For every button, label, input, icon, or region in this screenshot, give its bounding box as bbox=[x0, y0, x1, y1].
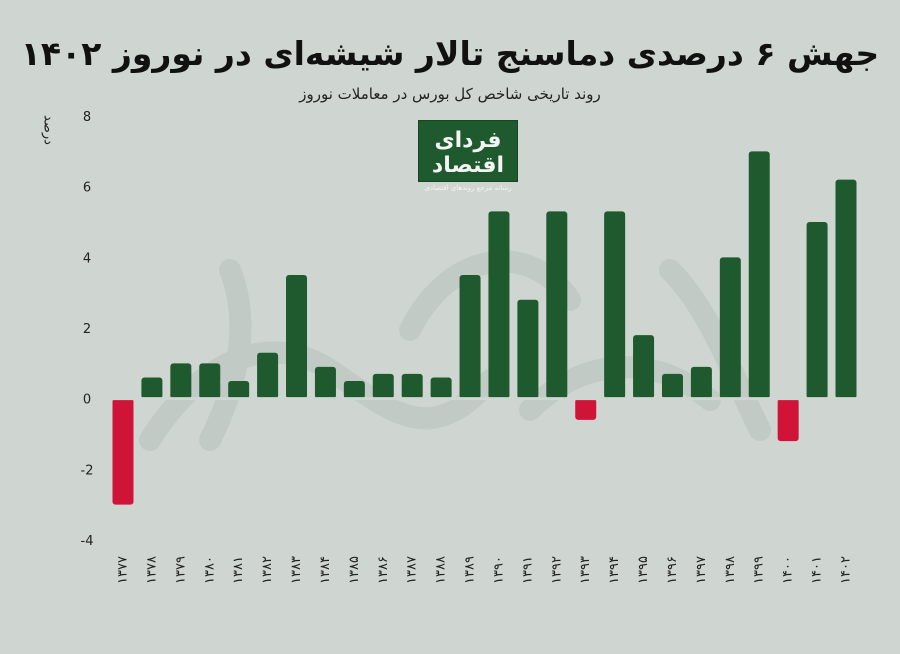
bar-17 bbox=[575, 398, 597, 420]
x-category-label: ۱۳۸۳ bbox=[289, 556, 304, 584]
x-category-label: ۱۴۰۱ bbox=[810, 556, 825, 584]
bar-5 bbox=[228, 381, 250, 399]
x-category-label: ۱۴۰۰ bbox=[781, 556, 796, 584]
bar-13 bbox=[459, 275, 481, 399]
x-category-label: ۱۳۹۹ bbox=[752, 556, 767, 584]
x-category-label: ۱۳۸۴ bbox=[318, 556, 333, 584]
bar-1 bbox=[112, 398, 134, 505]
bar-26 bbox=[835, 179, 857, 399]
x-category-label: ۱۴۰۲ bbox=[839, 556, 854, 584]
bar-18 bbox=[604, 211, 626, 399]
brand-logo: فردای اقتصاد رسانه مرجع روندهای اقتصادی bbox=[418, 120, 518, 192]
x-category-label: ۱۳۹۱ bbox=[520, 556, 535, 584]
y-tick-label: 4 bbox=[83, 251, 91, 266]
y-tick-label: -2 bbox=[81, 463, 94, 478]
bar-19 bbox=[633, 335, 655, 399]
bar-4 bbox=[199, 363, 221, 399]
bar-25 bbox=[806, 222, 828, 399]
x-category-label: ۱۳۸۶ bbox=[376, 556, 391, 584]
x-category-label: ۱۳۸۷ bbox=[405, 556, 420, 584]
bar-9 bbox=[343, 381, 365, 399]
x-category-label: ۱۳۹۲ bbox=[549, 556, 564, 584]
y-tick-label: 8 bbox=[83, 110, 91, 125]
bar-6 bbox=[257, 352, 279, 399]
bar-20 bbox=[661, 373, 683, 399]
logo-sub-text: رسانه مرجع روندهای اقتصادی bbox=[424, 184, 512, 192]
y-tick-label: 2 bbox=[83, 322, 91, 337]
bar-14 bbox=[488, 211, 510, 399]
bar-10 bbox=[372, 373, 394, 399]
x-category-label: ۱۳۹۵ bbox=[636, 556, 651, 584]
x-category-label: ۱۳۷۹ bbox=[173, 556, 188, 584]
logo-main-text: فردای اقتصاد bbox=[431, 128, 505, 178]
y-tick-label: 6 bbox=[83, 181, 91, 196]
bar-23 bbox=[748, 151, 770, 399]
bar-16 bbox=[546, 211, 568, 399]
x-category-label: ۱۳۹۸ bbox=[723, 556, 738, 584]
x-category-label: ۱۳۹۷ bbox=[694, 556, 709, 584]
bar-3 bbox=[170, 363, 192, 399]
bar-2 bbox=[141, 377, 163, 399]
bar-22 bbox=[719, 257, 741, 399]
x-category-label: ۱۳۸۰ bbox=[202, 556, 217, 584]
x-category-label: ۱۳۸۲ bbox=[260, 556, 275, 584]
bar-15 bbox=[517, 299, 539, 399]
bar-24 bbox=[777, 398, 799, 442]
bar-21 bbox=[690, 366, 712, 399]
x-category-label: ۱۳۹۶ bbox=[665, 556, 680, 584]
x-category-label: ۱۳۹۰ bbox=[491, 556, 506, 584]
x-category-label: ۱۳۹۳ bbox=[578, 556, 593, 584]
chart-title: جهش ۶ درصدی دماسنج تالار شیشه‌ای در نورو… bbox=[20, 34, 880, 73]
x-category-label: ۱۳۸۹ bbox=[463, 556, 478, 584]
chart-subtitle: روند تاریخی شاخص کل بورس در معاملات نورو… bbox=[299, 85, 601, 103]
y-tick-label: -4 bbox=[81, 534, 94, 549]
x-category-label: ۱۳۸۸ bbox=[434, 556, 449, 584]
x-category-label: ۱۳۸۵ bbox=[347, 556, 362, 584]
bar-8 bbox=[314, 366, 336, 399]
bar-12 bbox=[430, 377, 452, 399]
x-category-label: ۱۳۷۸ bbox=[144, 556, 159, 584]
x-category-label: ۱۳۷۷ bbox=[116, 556, 131, 584]
y-tick-label: 0 bbox=[83, 393, 91, 408]
bar-7 bbox=[286, 275, 308, 399]
bar-11 bbox=[401, 373, 423, 399]
x-category-label: ۱۳۸۱ bbox=[231, 556, 246, 584]
x-category-label: ۱۳۹۴ bbox=[607, 556, 622, 584]
